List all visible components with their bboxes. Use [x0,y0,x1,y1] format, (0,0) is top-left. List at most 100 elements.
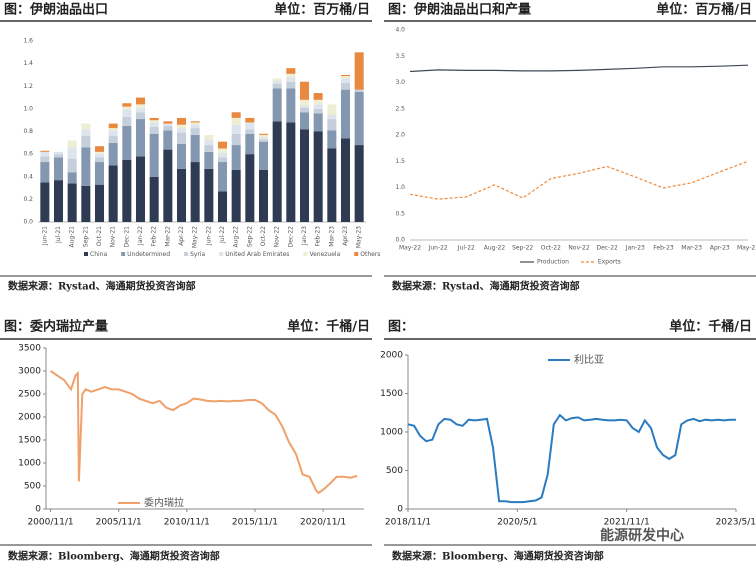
bar-segment [245,122,255,130]
x-tick-label: 2010/11/1 [164,518,210,528]
bar-segment [135,112,146,120]
y-tick-label: 0.2 [23,196,33,203]
x-tick-label: Aug-22 [233,226,240,248]
bar-segment [135,104,146,108]
x-tick-label: Mar-23 [328,226,335,247]
bar-segment [190,124,200,129]
bar-segment [108,123,118,129]
bar-segment [149,120,159,123]
y-tick-label: 2500 [18,390,41,400]
bar-segment [204,151,214,169]
bar-segment [176,128,187,133]
bar-segment [217,148,228,153]
bar-segment [40,156,50,163]
bar-segment [81,129,91,137]
x-tick-label: Jun-21 [41,226,48,246]
x-tick-label: Apr-23 [710,245,730,252]
y-tick-label: 500 [24,482,41,492]
x-tick-label: Jun-22 [428,245,448,252]
watermark: 能源研发中心 [600,527,684,544]
legend-label: 利比亚 [574,354,604,366]
y-tick-label: 1500 [18,436,41,446]
bar-segment [217,191,228,222]
bar-segment [135,97,146,105]
x-tick-label: Sep-22 [246,226,253,247]
bar-segment [217,162,228,192]
bar-segment [94,146,105,152]
series-line [409,160,749,200]
bar-segment [354,91,364,146]
panel-unit: 单位：千桶/日 [669,319,752,335]
x-tick-label: Sep-22 [512,245,533,252]
x-tick-label: Feb-23 [315,226,322,247]
bar-segment [204,139,214,146]
bar-segment [354,145,364,222]
x-tick-label: 2015/11/1 [232,518,278,528]
bar-segment [204,168,214,222]
bar-segment [231,124,241,134]
bar-segment [122,110,132,117]
bar-segment [108,130,118,137]
x-tick-label: 2021/11/1 [604,518,650,528]
x-tick-label: Dec-22 [287,226,294,248]
legend-label: Undetermined [127,251,170,258]
y-tick-label: 4.0 [395,27,405,34]
bar-segment [245,129,255,134]
bar-segment [176,168,187,222]
bar-segment [190,134,200,163]
x-tick-label: 2020/5/1 [497,518,537,528]
y-tick-label: 3.5 [395,53,405,60]
x-tick-label: Mar-23 [681,245,702,252]
bar-segment [176,143,187,169]
bar-segment [299,112,310,130]
x-tick-label: Jan-22 [137,226,144,246]
bar-segment [94,151,105,155]
bar-segment [108,142,118,166]
bar-segment [94,157,105,163]
bar-segment [40,162,50,183]
bar-segment [286,73,296,78]
legend-swatch [84,252,88,256]
bar-segment [163,125,173,131]
panel-title: 图：伊朗油品出口和产量 [388,2,531,18]
x-tick-label: Aug-21 [69,226,76,248]
bar-segment [94,162,105,185]
bar-segment [176,124,187,129]
y-tick-label: 3500 [18,344,41,354]
y-tick-label: 3.0 [395,79,405,86]
x-tick-label: May-23 [737,245,756,252]
bar-segment [272,78,282,81]
bar-segment [122,159,132,222]
bar-segment [258,134,269,138]
x-tick-label: Dec-21 [123,226,130,248]
x-tick-label: Nov-22 [568,245,590,252]
bar-segment [258,141,269,170]
y-tick-label: 2000 [18,413,41,423]
x-tick-label: Jul-22 [457,245,475,252]
x-tick-label: 2023/5/1 [716,518,756,528]
x-tick-label: Oct-22 [260,226,267,246]
bar-segment [53,151,64,155]
bar-segment [53,157,64,181]
bar-segment [135,107,146,113]
bar-segment [108,136,118,143]
x-tick-label: May-23 [356,226,363,248]
bar-segment [122,116,132,126]
bar-segment [258,133,269,135]
bar-segment [354,89,364,92]
x-tick-label: Jan-23 [301,226,308,246]
y-tick-label: 500 [386,466,403,476]
bar-segment [340,76,351,79]
bar-segment [67,158,77,173]
legend-swatch [184,252,189,256]
panel-unit: 单位：千桶/日 [287,319,370,335]
x-tick-label: Jul-22 [219,226,226,244]
x-tick-label: Jan-23 [625,245,645,252]
bar-segment [286,88,296,123]
x-tick-label: Feb-22 [151,226,158,247]
x-tick-label: Mar-22 [164,226,171,247]
bar-segment [40,151,50,157]
y-tick-label: 1.2 [23,83,33,90]
bar-segment [163,130,173,150]
legend-label: United Arab Emirates [225,251,289,258]
